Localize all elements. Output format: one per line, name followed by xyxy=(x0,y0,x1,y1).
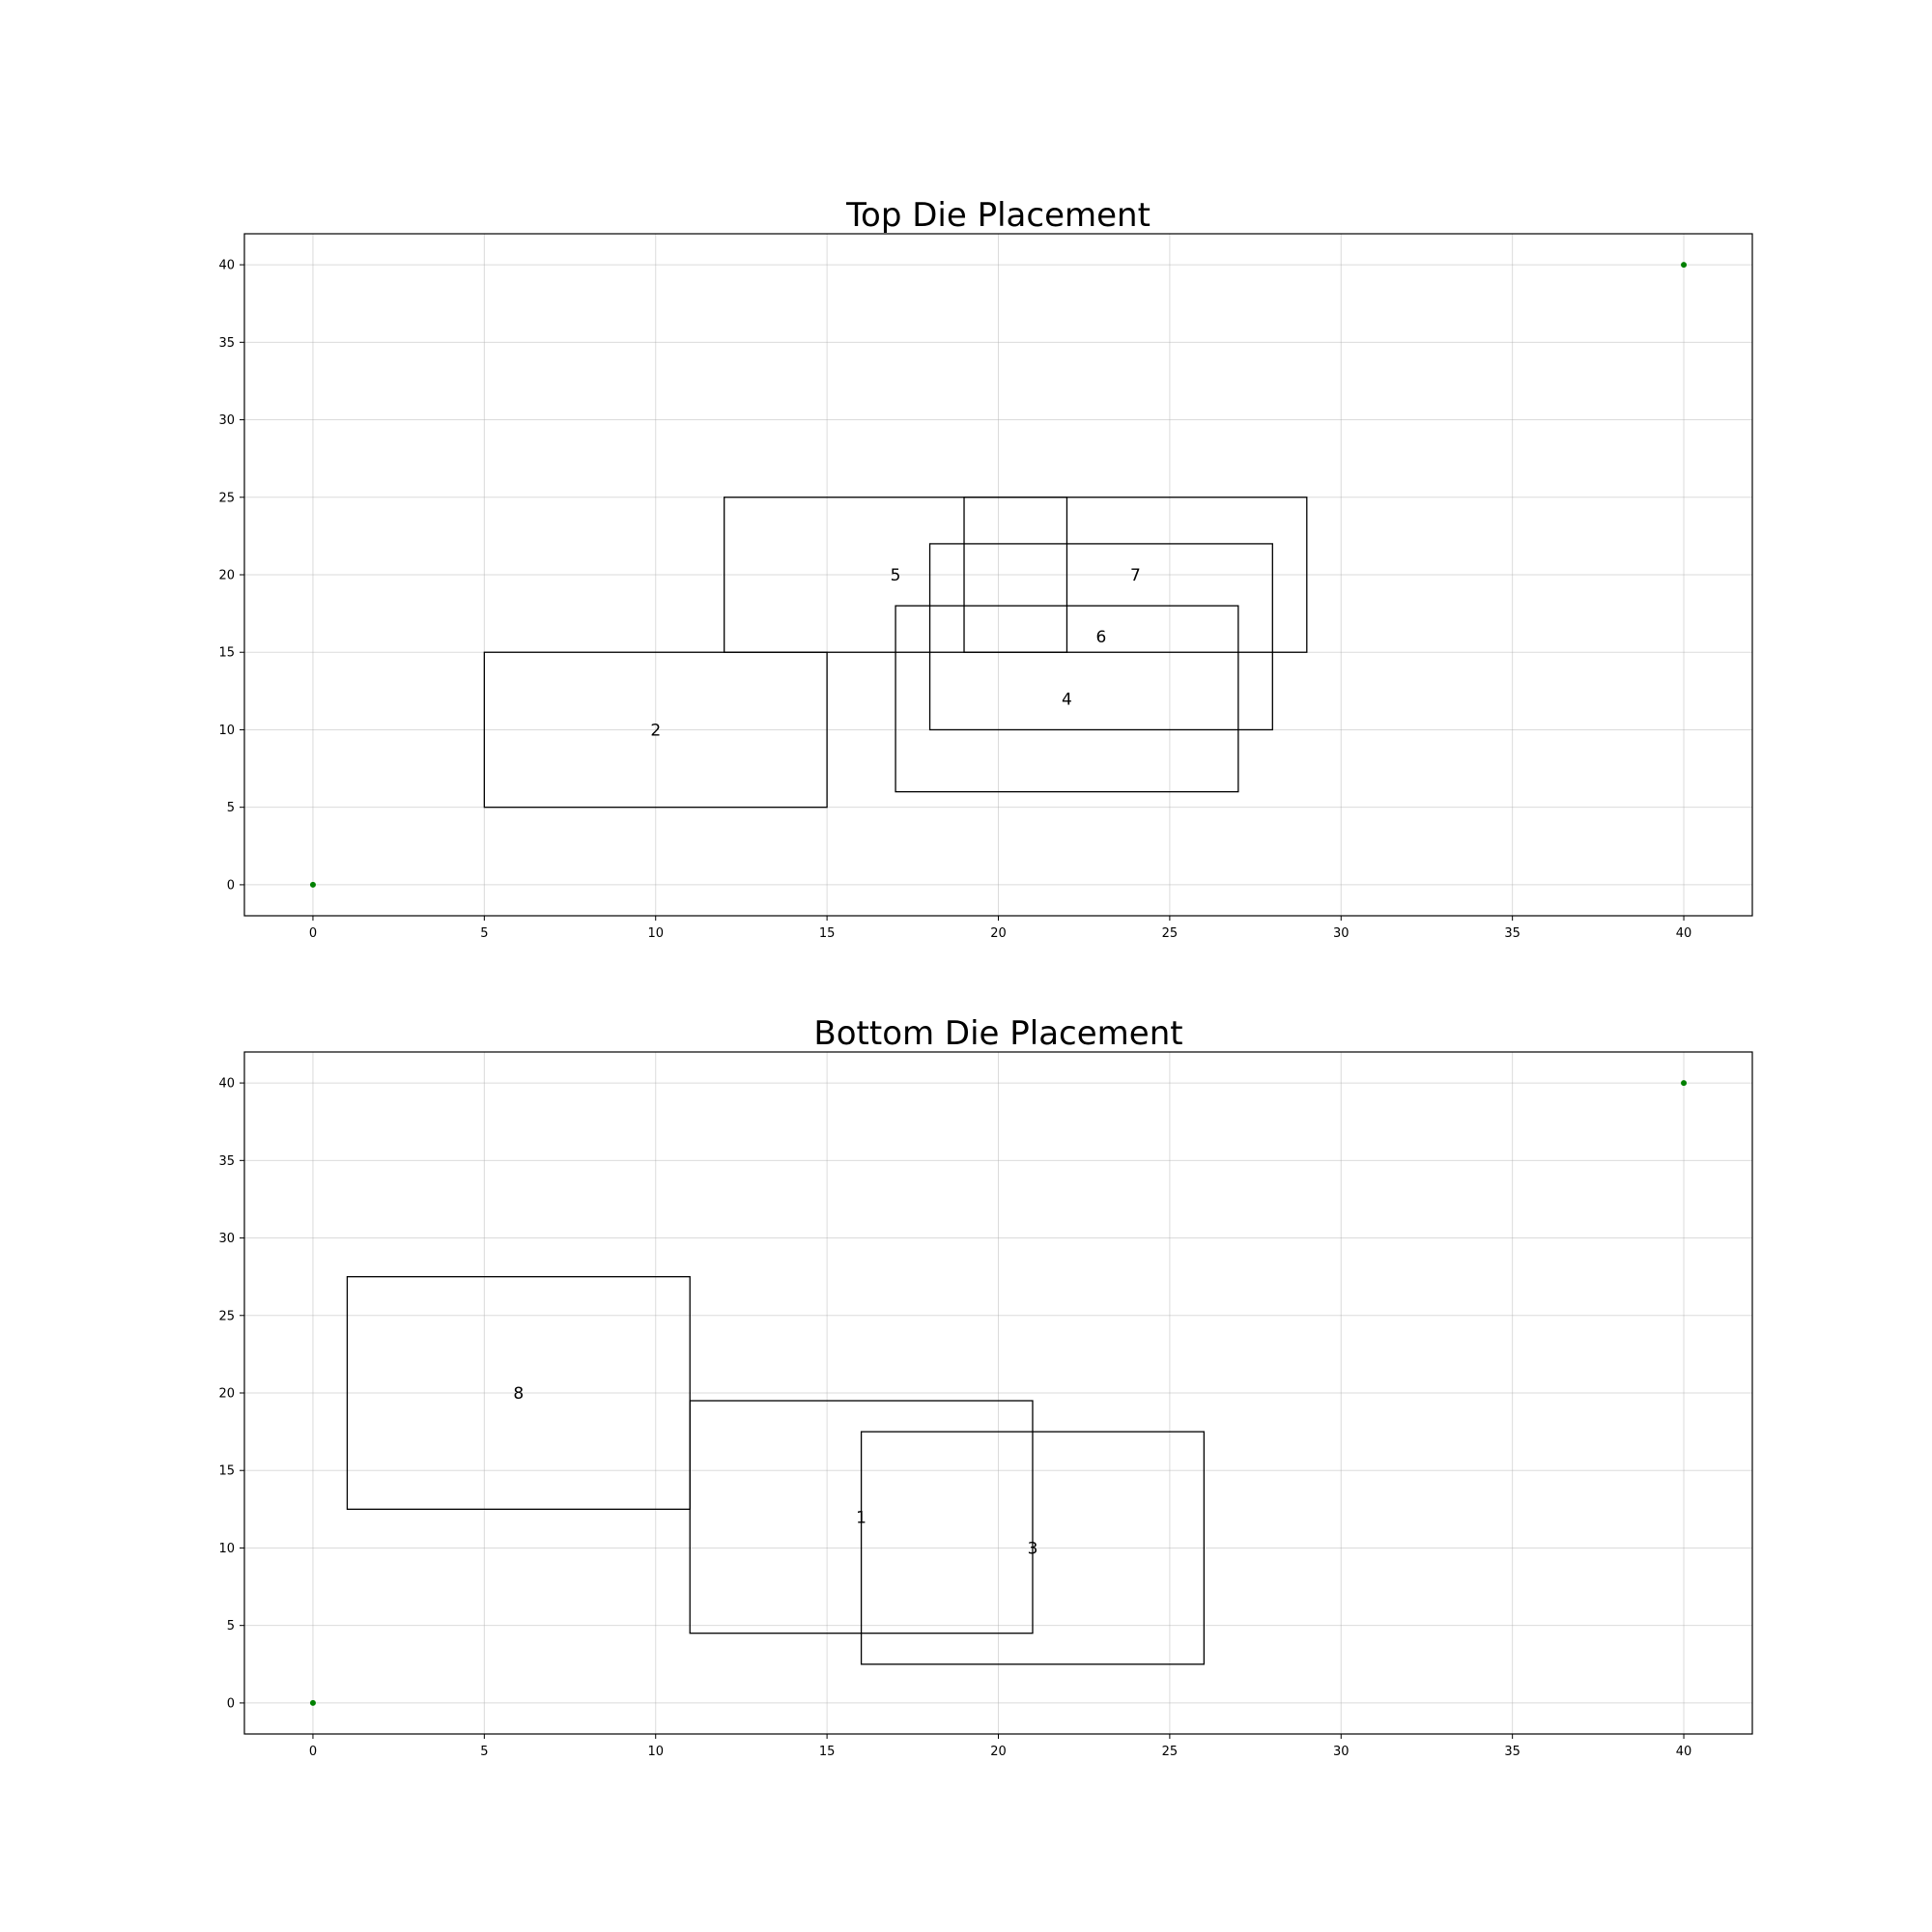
bottom-plot-title: Bottom Die Placement xyxy=(813,1014,1182,1053)
top-x-tick-label: 30 xyxy=(1333,926,1350,941)
bottom-x-tick-label: 25 xyxy=(1162,1745,1179,1759)
top-die-rect-4 xyxy=(895,605,1239,793)
bottom-y-tick-label: 25 xyxy=(218,1309,235,1323)
top-die-label-7: 7 xyxy=(1130,566,1141,585)
bottom-x-tick-label: 10 xyxy=(647,1745,664,1759)
bottom-y-tick-label: 35 xyxy=(218,1154,235,1169)
bottom-x-tick-label: 15 xyxy=(819,1745,836,1759)
top-die-label-6: 6 xyxy=(1096,628,1107,647)
bottom-die-label-8: 8 xyxy=(513,1384,524,1404)
top-plot-title: Top Die Placement xyxy=(845,196,1151,235)
top-x-tick-label: 20 xyxy=(990,926,1007,941)
top-die-rect-2 xyxy=(483,651,828,809)
top-y-tick-label: 30 xyxy=(218,413,235,428)
top-y-tick-label: 20 xyxy=(218,569,235,583)
top-x-tick-label: 40 xyxy=(1676,926,1692,941)
top-x-tick-label: 15 xyxy=(819,926,836,941)
bottom-die-placement-panel: 0 5 10 15 20 25 30 35 400510152025303540813Botto… xyxy=(218,1014,1753,1759)
top-die-label-2: 2 xyxy=(650,721,661,740)
top-corner-point xyxy=(1681,262,1688,269)
top-die-rect-7 xyxy=(963,497,1308,653)
bottom-x-tick-label: 20 xyxy=(990,1745,1007,1759)
top-x-tick-label: 10 xyxy=(647,926,664,941)
top-y-tick-label: 0 xyxy=(227,878,235,893)
top-die-rect-6 xyxy=(928,543,1273,731)
top-y-tick-label: 35 xyxy=(218,336,235,351)
bottom-y-tick-label: 15 xyxy=(218,1464,235,1479)
bottom-x-tick-label: 30 xyxy=(1333,1745,1350,1759)
bottom-x-tick-label: 0 xyxy=(309,1745,317,1759)
bottom-y-tick-label: 40 xyxy=(218,1077,235,1092)
top-axes-frame xyxy=(243,233,1753,917)
bottom-corner-point xyxy=(309,1699,316,1706)
bottom-die-label-3: 3 xyxy=(1028,1539,1038,1558)
bottom-x-tick-label: 5 xyxy=(480,1745,488,1759)
top-corner-point xyxy=(309,881,316,888)
bottom-y-tick-label: 5 xyxy=(227,1619,235,1634)
bottom-x-tick-label: 40 xyxy=(1676,1745,1692,1759)
bottom-y-tick-label: 10 xyxy=(218,1542,235,1556)
top-x-tick-label: 35 xyxy=(1504,926,1520,941)
top-die-label-4: 4 xyxy=(1062,690,1072,709)
bottom-die-rect-8 xyxy=(346,1276,691,1510)
bottom-x-tick-label: 35 xyxy=(1504,1745,1520,1759)
bottom-corner-point xyxy=(1681,1080,1688,1087)
bottom-axes-frame xyxy=(243,1051,1753,1735)
top-y-tick-label: 40 xyxy=(218,259,235,273)
top-y-tick-label: 25 xyxy=(218,491,235,505)
top-x-tick-label: 0 xyxy=(309,926,317,941)
top-x-tick-label: 5 xyxy=(480,926,488,941)
top-x-tick-label: 25 xyxy=(1162,926,1179,941)
top-y-tick-label: 10 xyxy=(218,724,235,738)
bottom-y-tick-label: 20 xyxy=(218,1387,235,1402)
top-y-tick-label: 5 xyxy=(227,801,235,815)
bottom-die-rect-3 xyxy=(860,1431,1206,1665)
top-y-tick-label: 15 xyxy=(218,646,235,661)
top-die-label-5: 5 xyxy=(891,566,901,585)
bottom-y-tick-label: 30 xyxy=(218,1232,235,1246)
bottom-y-tick-label: 0 xyxy=(227,1696,235,1711)
